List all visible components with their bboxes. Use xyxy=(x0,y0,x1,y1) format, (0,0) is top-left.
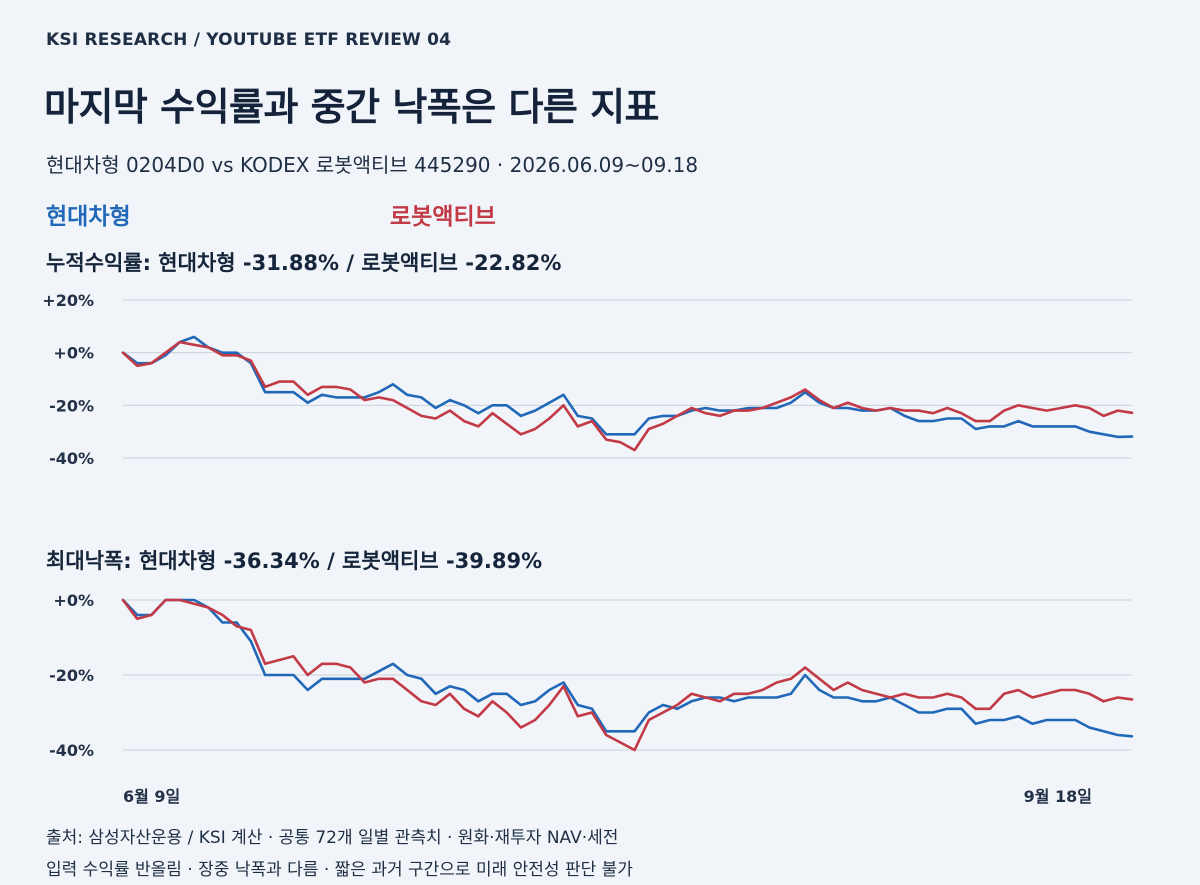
y-tick-label-cumulative: -20% xyxy=(49,396,94,415)
series-line-drawdown-hyundai xyxy=(121,598,1134,738)
y-tick-label-cumulative: +20% xyxy=(42,291,94,310)
source-note-line-1: 출처: 삼성자산운용 / KSI 계산 · 공통 72개 일별 관측치 · 원화… xyxy=(46,828,619,848)
source-note-line-2: 입력 수익률 반올림 · 장중 낙폭과 다름 · 짧은 과거 구간으로 미래 안… xyxy=(46,860,633,880)
page-subtitle: 현대차형 0204D0 vs KODEX 로봇액티브 445290 · 2026… xyxy=(46,153,699,177)
x-tick-label: 6월 9일 xyxy=(123,787,180,806)
y-tick-label-drawdown: -20% xyxy=(49,666,94,685)
report-kicker: KSI RESEARCH / YOUTUBE ETF REVIEW 04 xyxy=(46,30,452,50)
legend-item-hyundai: 현대차형 xyxy=(46,204,131,230)
x-tick-label: 9월 18일 xyxy=(1024,787,1092,806)
series-line-drawdown-robot xyxy=(121,598,1134,752)
series-line-cumulative-hyundai xyxy=(121,335,1134,439)
chart-title-max-drawdown: 최대낙폭: 현대차형 -36.34% / 로봇액티브 -39.89% xyxy=(46,549,543,573)
y-tick-label-drawdown: -40% xyxy=(49,741,94,760)
series-line-cumulative-robot xyxy=(121,340,1134,452)
chart-title-cumulative-return: 누적수익률: 현대차형 -31.88% / 로봇액티브 -22.82% xyxy=(46,251,562,275)
legend-item-robot: 로봇액티브 xyxy=(390,204,496,230)
page-title: 마지막 수익률과 중간 낙폭은 다른 지표 xyxy=(44,85,660,129)
y-tick-label-cumulative: -40% xyxy=(49,449,94,468)
y-tick-label-cumulative: +0% xyxy=(53,344,94,363)
y-tick-label-drawdown: +0% xyxy=(53,591,94,610)
